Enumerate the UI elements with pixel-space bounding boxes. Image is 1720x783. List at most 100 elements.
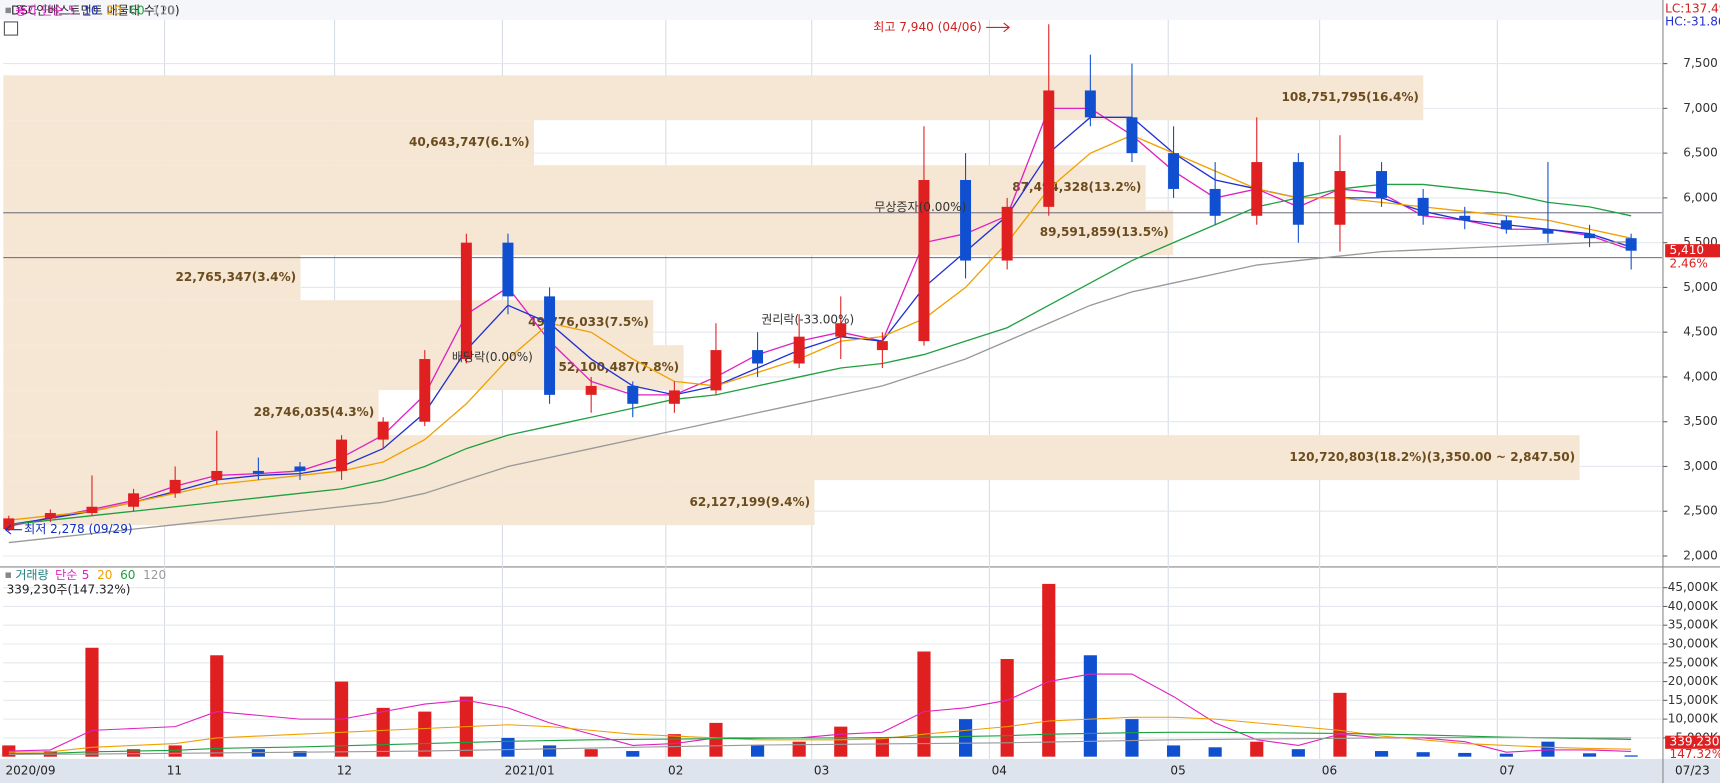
change-label: 2.46% [1670,256,1708,270]
annotation-arrow [4,524,22,535]
top-bar [0,0,1663,20]
x-tick-label: 05 [1170,763,1185,777]
x-tick-label: 03 [814,763,829,777]
y-tick-label: 10,000K [1668,712,1719,726]
volume-profile-bar [3,345,684,391]
lc-label: LC:137.49 [1665,1,1720,15]
candle-body [585,385,597,395]
table-icon[interactable] [3,21,19,36]
legend-prefix: 단순 [55,568,77,582]
candle-body [752,350,764,364]
volume-bar [542,745,557,757]
candle-body [1625,238,1637,251]
volume-profile-label: 22,765,347(3.4%) [176,270,297,284]
candle-body [668,390,680,404]
annotation: 권리락(-33.00%) [761,313,854,327]
candle-body [1126,117,1138,154]
volume-bar [1042,583,1056,757]
ma-line [8,716,1632,753]
volume-bar [1374,751,1389,757]
candle-body [835,323,847,337]
y-tick-label: 4,000 [1683,369,1718,383]
volume-bar [1582,753,1597,757]
candle-body [502,242,514,297]
y-tick-label: 15,000K [1668,693,1719,707]
candle-body [1500,220,1512,230]
volume-bar [1416,752,1430,757]
y-tick-label: 4,500 [1683,325,1718,339]
candle-body [211,470,223,480]
volume-bar [126,749,141,757]
volume-bar [834,726,848,757]
volume-bar [709,722,723,757]
y-tick-label: 2,000 [1683,548,1718,562]
candle-body [1459,215,1471,221]
volume-bar [168,745,182,757]
ratio-label: 147.32% [1670,747,1720,761]
volume-bar [584,749,598,757]
y-tick-label: 2,500 [1683,504,1718,518]
ma-line [8,241,1632,544]
ma-line [8,183,1632,526]
legend-entry: 20 [106,3,121,17]
volume-profile-label: 108,751,795(16.4%) [1281,90,1418,104]
candle-body [377,421,389,440]
candle-body [1584,233,1596,239]
candle-body [1209,188,1221,216]
volume-profile-label: 120,720,803(18.2%)(3,350.00 ~ 2,847.50) [1289,450,1575,464]
candle-body [128,493,140,507]
candle-body [793,336,805,364]
candle-body [3,518,15,530]
legend-entry: 120 [143,568,166,582]
legend-entry: 60 [120,568,135,582]
last-volume-box [1665,735,1720,749]
candle-body [1168,153,1180,189]
candle-body [1084,90,1096,118]
candle-body [1417,197,1429,216]
volume-profile-bar [3,165,1146,211]
volume-subtitle: 339,230주(147.32%) [7,582,131,596]
volume-profile-label: 89,591,859(13.5%) [1040,225,1169,239]
volume-bar [1250,741,1264,757]
ma-line [8,134,1632,521]
x-axis-strip [0,758,1720,783]
candle-body [86,506,98,514]
y-tick-label: 20,000K [1668,674,1719,688]
ma-line [8,107,1632,528]
volume-bar [1083,655,1097,757]
y-tick-label: 6,500 [1683,146,1718,160]
last-volume-label: 339,230 [1670,735,1720,749]
y-tick-label: 45,000K [1668,580,1719,594]
ma-line [8,673,1632,753]
candle-body [1292,162,1304,225]
volume-bar [210,655,224,757]
volume-profile-bar [3,390,379,436]
volume-bar [917,651,931,757]
y-tick-label: 7,000 [1683,101,1718,115]
last-price-box [1665,244,1720,258]
volume-profile-label: 87,494,328(13.2%) [1012,180,1141,194]
volume-profile-bar [3,210,1174,256]
candle-body [169,479,181,494]
candle-body [627,385,639,404]
volume-bar [792,741,806,757]
legend-title: 거래량 [15,568,48,582]
candle-body [294,466,306,471]
x-tick-label: 07/23 [1675,763,1710,777]
legend-entry: 10 [83,3,98,17]
legend-entry: 60 [129,3,144,17]
candle-body [336,439,348,471]
volume-profile-label: 40,643,747(6.1%) [409,135,530,149]
legend-prefix: 종가 단순 [15,3,63,17]
volume-bar [2,745,16,757]
volume-bar [1000,659,1014,757]
volume-bar [85,647,99,757]
volume-bar [418,711,432,757]
ma-line [8,116,1632,526]
y-tick-label: 30,000K [1668,636,1719,650]
y-tick-label: 35,000K [1668,618,1719,632]
x-tick-label: 2021/01 [505,763,555,777]
volume-profile-bar [3,120,534,166]
volume-bar [626,751,640,757]
